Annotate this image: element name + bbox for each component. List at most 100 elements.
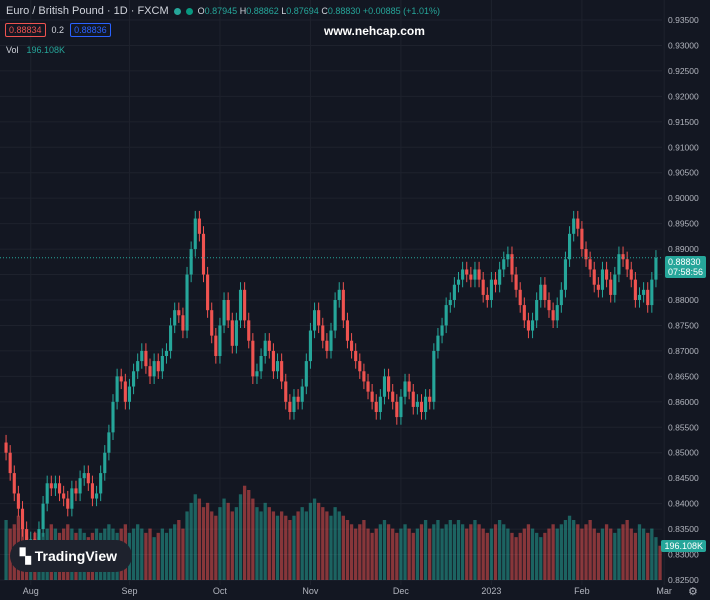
volume-bar bbox=[604, 524, 609, 580]
volume-bar bbox=[131, 528, 136, 580]
candle-body bbox=[259, 356, 263, 372]
candle-body bbox=[514, 274, 518, 290]
candle-body bbox=[20, 508, 25, 530]
volume-bar bbox=[411, 532, 415, 580]
volume-bar bbox=[374, 528, 378, 580]
candle-body bbox=[53, 483, 57, 489]
candle-body bbox=[152, 361, 156, 377]
x-tick-label: Mar bbox=[656, 586, 672, 596]
volume-bar bbox=[382, 520, 387, 580]
volume-bar bbox=[613, 532, 617, 580]
volume-bar bbox=[510, 532, 514, 580]
volume-bar bbox=[226, 502, 230, 580]
candle-body bbox=[481, 279, 485, 295]
volume-bar bbox=[576, 524, 580, 580]
volume-bar bbox=[588, 520, 592, 580]
candle-body bbox=[4, 442, 8, 453]
trade-buttons: 0.88834 0.2 0.88836 bbox=[5, 23, 111, 37]
candle-body bbox=[292, 396, 296, 412]
volume-bar bbox=[275, 515, 280, 580]
y-tick-label: 0.91500 bbox=[668, 117, 699, 127]
volume-bar bbox=[255, 507, 259, 580]
candle-body bbox=[378, 396, 382, 412]
candle-body bbox=[25, 529, 29, 550]
spread-value: 0.2 bbox=[51, 25, 65, 35]
volume-bar bbox=[317, 502, 321, 580]
candle-body bbox=[230, 320, 234, 346]
candle-body bbox=[12, 473, 16, 494]
volume-bar bbox=[177, 520, 181, 580]
volume-bar bbox=[300, 507, 304, 580]
candle-body bbox=[103, 452, 107, 474]
candle-body bbox=[563, 259, 568, 290]
volume-bar bbox=[403, 524, 407, 580]
candle-body bbox=[633, 279, 637, 300]
candle-body bbox=[201, 233, 206, 275]
settings-gear-icon[interactable]: ⚙ bbox=[688, 585, 698, 598]
volume-bar bbox=[271, 511, 276, 580]
x-tick-label: Oct bbox=[213, 586, 228, 596]
candle-body bbox=[551, 310, 555, 321]
volume-bar bbox=[341, 515, 345, 580]
volume-bar bbox=[415, 528, 420, 580]
candle-body bbox=[432, 350, 436, 402]
volume-bar bbox=[349, 524, 354, 580]
volume-bar bbox=[469, 524, 473, 580]
candle-body bbox=[243, 289, 247, 321]
candle-body bbox=[374, 401, 378, 412]
tradingview-logo[interactable]: ▚ TradingView bbox=[10, 540, 132, 572]
x-tick-label: 2023 bbox=[481, 586, 501, 596]
candle-body bbox=[284, 381, 288, 402]
volume-bar bbox=[148, 528, 152, 580]
y-tick-label: 0.85500 bbox=[668, 422, 699, 432]
volume-bar bbox=[473, 520, 477, 580]
candle-body bbox=[197, 218, 201, 234]
volume-bar bbox=[267, 507, 271, 580]
y-tick-label: 0.90500 bbox=[668, 168, 699, 178]
candle-body bbox=[440, 325, 444, 336]
y-tick-label: 0.89500 bbox=[668, 219, 699, 229]
y-tick-label: 0.86000 bbox=[668, 397, 699, 407]
y-tick-label: 0.92500 bbox=[668, 66, 699, 76]
volume-bar bbox=[502, 524, 506, 580]
candle-body bbox=[288, 401, 292, 412]
volume-bar bbox=[160, 528, 165, 580]
candle-body bbox=[140, 350, 144, 362]
symbol-title[interactable]: Euro / British Pound · 1D · FXCM bbox=[6, 5, 169, 17]
candle-body bbox=[403, 381, 407, 397]
candle-body bbox=[370, 391, 374, 402]
volume-bar bbox=[518, 532, 522, 580]
candle-body bbox=[530, 320, 535, 331]
volume-bar bbox=[366, 528, 370, 580]
candle-body bbox=[588, 259, 592, 270]
candle-body bbox=[428, 396, 432, 402]
volume-bar bbox=[481, 528, 485, 580]
market-open-icon bbox=[185, 7, 193, 15]
candle-body bbox=[177, 310, 181, 316]
candle-body bbox=[263, 340, 267, 356]
candle-body bbox=[317, 310, 321, 326]
sell-button[interactable]: 0.88834 bbox=[5, 23, 46, 37]
candle-body bbox=[160, 356, 164, 372]
candle-body bbox=[49, 483, 53, 489]
buy-button[interactable]: 0.88836 bbox=[70, 23, 111, 37]
volume-bar bbox=[477, 524, 481, 580]
candle-body bbox=[206, 274, 210, 311]
volume-bar bbox=[140, 528, 144, 580]
volume-bar bbox=[358, 524, 362, 580]
candle-body bbox=[74, 488, 78, 494]
candle-body bbox=[156, 361, 160, 372]
candle-body bbox=[119, 376, 123, 382]
candle-body bbox=[510, 254, 514, 275]
candle-body bbox=[189, 249, 193, 275]
volume-bar bbox=[497, 520, 502, 580]
volume-bar bbox=[205, 502, 210, 580]
candle-body bbox=[547, 300, 551, 311]
candle-body bbox=[452, 284, 456, 300]
candle-body bbox=[358, 361, 362, 372]
volume-bar bbox=[535, 532, 539, 580]
volume-bar bbox=[419, 524, 424, 580]
candle-body bbox=[498, 269, 502, 285]
volume-bar bbox=[345, 520, 350, 580]
